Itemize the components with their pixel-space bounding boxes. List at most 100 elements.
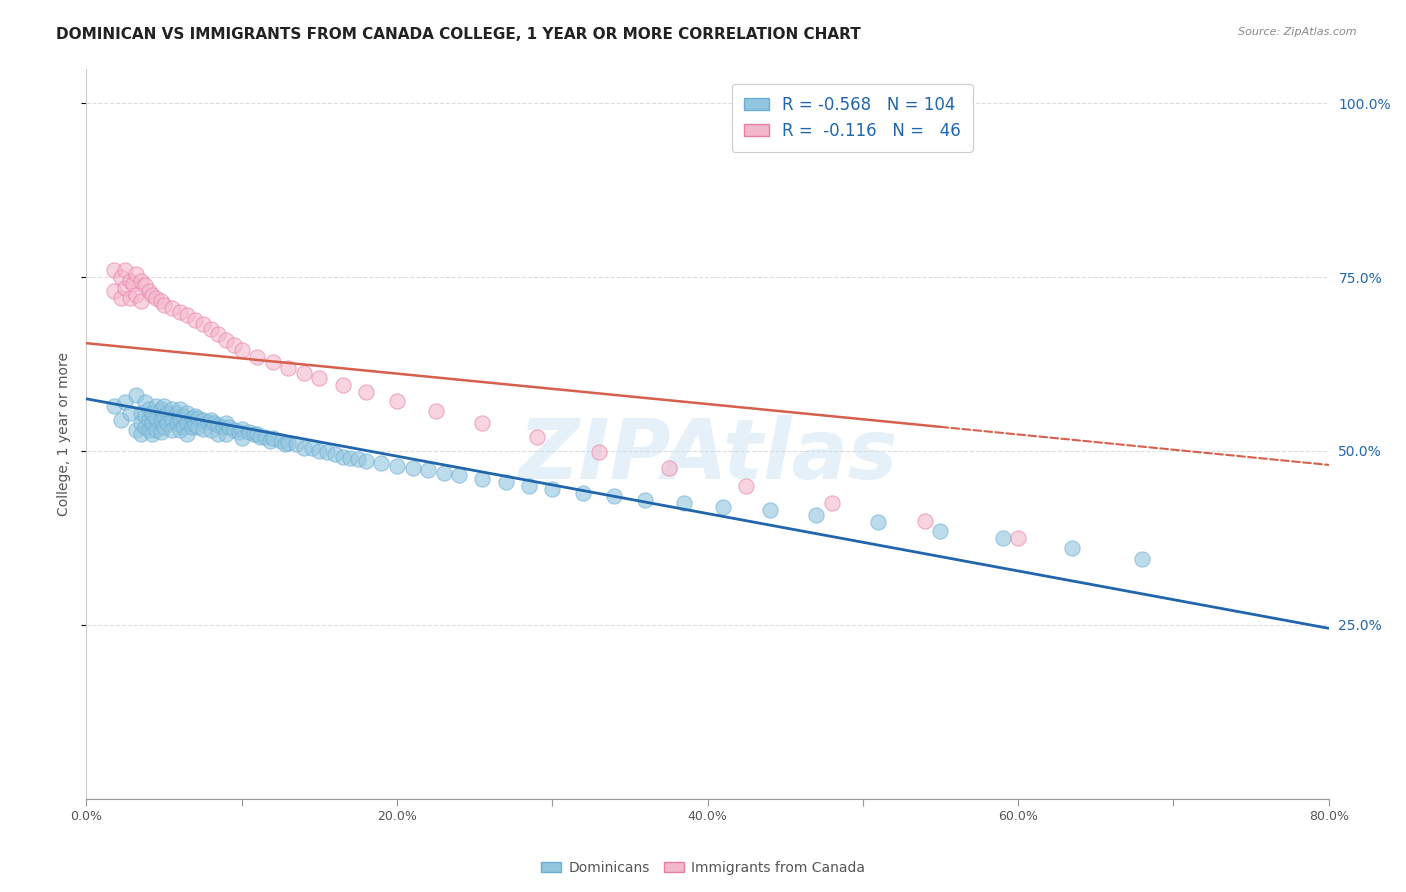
Point <box>231 432 253 446</box>
Point <box>471 416 494 430</box>
Point <box>292 366 315 380</box>
Point <box>308 444 330 458</box>
Point <box>156 406 179 420</box>
Point <box>114 280 136 294</box>
Point <box>141 406 163 420</box>
Point <box>169 413 191 427</box>
Point <box>150 413 173 427</box>
Point <box>218 419 240 434</box>
Point <box>354 384 377 399</box>
Point <box>138 402 160 417</box>
Point <box>207 327 229 342</box>
Point <box>150 425 173 439</box>
Point <box>187 419 209 434</box>
Point <box>125 267 148 281</box>
Point <box>184 313 207 327</box>
Point <box>176 426 198 441</box>
Point <box>160 301 183 316</box>
Point <box>118 291 141 305</box>
Point <box>806 508 828 522</box>
Point <box>262 355 284 369</box>
Point <box>187 410 209 425</box>
Point <box>172 409 194 424</box>
Point <box>114 395 136 409</box>
Point <box>145 410 167 425</box>
Point <box>134 409 156 424</box>
Point <box>103 284 125 298</box>
Point <box>169 305 191 319</box>
Point <box>114 263 136 277</box>
Point <box>347 452 370 467</box>
Point <box>200 322 222 336</box>
Point <box>541 482 564 496</box>
Point <box>138 284 160 298</box>
Point <box>172 419 194 434</box>
Point <box>432 467 454 481</box>
Point <box>125 423 148 437</box>
Point <box>134 395 156 409</box>
Point <box>181 419 204 434</box>
Point <box>150 294 173 309</box>
Point <box>603 489 626 503</box>
Point <box>166 416 188 430</box>
Point <box>914 514 936 528</box>
Point <box>277 435 299 450</box>
Point <box>156 416 179 430</box>
Point <box>150 402 173 417</box>
Point <box>259 434 281 448</box>
Point <box>449 468 471 483</box>
Point <box>145 399 167 413</box>
Legend: Dominicans, Immigrants from Canada: Dominicans, Immigrants from Canada <box>536 855 870 880</box>
Point <box>184 417 207 432</box>
Point <box>735 479 758 493</box>
Text: Source: ZipAtlas.com: Source: ZipAtlas.com <box>1239 27 1357 37</box>
Point <box>316 445 339 459</box>
Point <box>134 419 156 434</box>
Point <box>401 461 423 475</box>
Point <box>200 413 222 427</box>
Point <box>868 515 890 529</box>
Point <box>191 318 214 332</box>
Point <box>125 287 148 301</box>
Point <box>1062 541 1084 556</box>
Point <box>658 461 681 475</box>
Point <box>301 441 323 455</box>
Point <box>711 500 734 514</box>
Point <box>197 415 219 429</box>
Point <box>495 475 517 490</box>
Point <box>332 450 354 464</box>
Point <box>517 479 540 493</box>
Point <box>145 291 167 305</box>
Point <box>110 291 132 305</box>
Point <box>277 360 299 375</box>
Point <box>246 350 269 364</box>
Point <box>292 441 315 455</box>
Point <box>153 298 176 312</box>
Point <box>243 426 266 441</box>
Point <box>212 419 235 434</box>
Point <box>572 485 595 500</box>
Point <box>758 503 780 517</box>
Point <box>416 463 439 477</box>
Point <box>228 425 250 439</box>
Point <box>238 425 260 439</box>
Point <box>129 416 152 430</box>
Point <box>231 422 253 436</box>
Point <box>122 277 145 291</box>
Point <box>339 450 361 465</box>
Point <box>176 309 198 323</box>
Point <box>118 274 141 288</box>
Point <box>929 524 952 538</box>
Point <box>526 430 548 444</box>
Point <box>425 403 447 417</box>
Point <box>246 426 269 441</box>
Point <box>129 294 152 309</box>
Point <box>191 413 214 427</box>
Point <box>821 496 844 510</box>
Point <box>207 417 229 432</box>
Point <box>118 406 141 420</box>
Text: ZIPAtlas: ZIPAtlas <box>517 415 897 496</box>
Point <box>134 278 156 293</box>
Point <box>354 454 377 468</box>
Point <box>176 406 198 420</box>
